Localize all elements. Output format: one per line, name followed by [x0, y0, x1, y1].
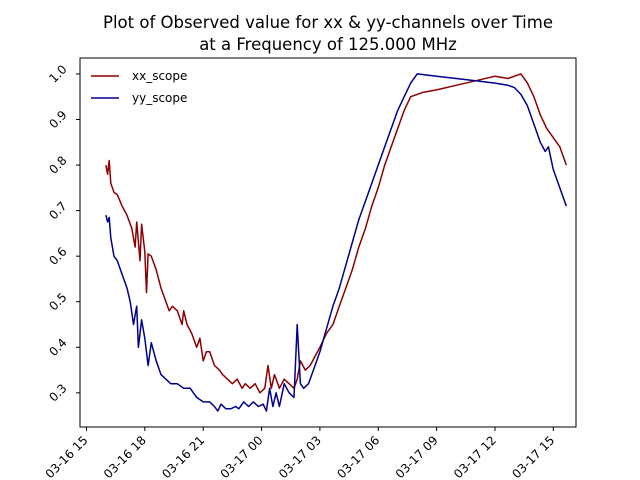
series-line-yy-scope	[105, 73, 568, 412]
y-tick-label: 0.5	[46, 290, 69, 313]
y-tick-label: 0.3	[46, 381, 69, 404]
y-tick-label: 0.7	[46, 199, 69, 222]
series-line-xx-scope	[105, 73, 568, 394]
x-tick-label: 03-16 15	[43, 433, 91, 480]
y-tick-label: 0.6	[46, 244, 69, 267]
y-tick-label: 0.9	[46, 108, 69, 131]
series-layer	[105, 73, 568, 412]
y-tick-label: 0.4	[46, 336, 69, 359]
x-tick-label: 03-17 15	[509, 433, 557, 480]
legend-label-yy-scope: yy_scope	[132, 91, 187, 105]
y-tick-label: 0.8	[46, 153, 69, 176]
x-tick-label: 03-17 06	[334, 433, 382, 480]
x-tick-label: 03-17 03	[276, 433, 324, 480]
plot-area-frame	[79, 57, 577, 428]
legend-label-xx-scope: xx_scope	[132, 69, 187, 83]
legend: xx_scope yy_scope	[91, 69, 187, 105]
x-tick-label: 03-17 12	[451, 433, 499, 480]
x-tick-label: 03-17 00	[218, 433, 266, 480]
x-tick-label: 03-17 09	[393, 433, 441, 480]
y-axis: 0.3 0.4 0.5 0.6 0.7 0.8 0.9 1.0	[46, 62, 80, 405]
x-tick-label: 03-16 18	[101, 433, 149, 480]
y-tick-label: 1.0	[46, 62, 69, 85]
chart-title: Plot of Observed value for xx & yy-chann…	[103, 13, 553, 54]
x-tick-label: 03-16 21	[159, 433, 207, 480]
chart-title-line-1: Plot of Observed value for xx & yy-chann…	[103, 13, 553, 32]
x-axis: 03-16 15 03-16 18 03-16 21 03-17 00 03-17 03…	[43, 427, 557, 480]
chart-title-line-2: at a Frequency of 125.000 MHz	[199, 35, 457, 54]
